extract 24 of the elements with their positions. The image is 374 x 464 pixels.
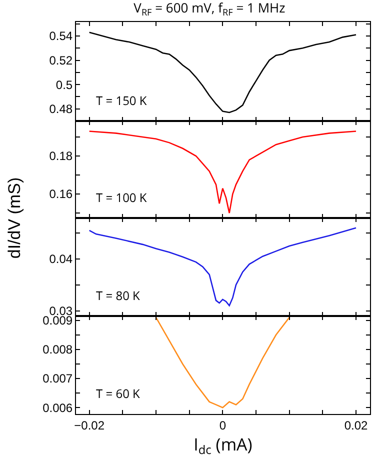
annotation: T = 80 K <box>96 287 141 304</box>
line-series <box>88 130 357 214</box>
y-tick-label: 0.04 <box>49 252 73 266</box>
x-tick-label: 0 <box>219 418 226 432</box>
x-tick-label: −0.02 <box>74 418 105 432</box>
y-tick-label: 0.54 <box>49 29 73 44</box>
line-series <box>155 316 290 408</box>
y-tick-label: 0.006 <box>42 400 73 415</box>
y-axis-title: dI/dV (mS) <box>5 177 25 259</box>
y-tick-label: 0.007 <box>42 372 73 386</box>
annotation: T = 150 K <box>96 92 148 109</box>
x-tick-label: 0.02 <box>344 418 368 432</box>
chart-title: V$_{RF}$ = 600 mV, f$_{RF}$ = 1 MHz <box>134 0 286 18</box>
y-tick-label: 0.16 <box>49 187 73 202</box>
y-tick-label: 0.52 <box>49 53 73 68</box>
y-tick-label: 0.5 <box>56 78 73 92</box>
line-series <box>88 32 357 114</box>
y-tick-label: 0.18 <box>49 149 73 164</box>
annotation: T = 60 K <box>96 385 141 402</box>
annotation: T = 100 K <box>96 189 148 206</box>
y-tick-label: 0.008 <box>42 342 73 357</box>
x-axis-title: I$_{dc}$ (mA) <box>194 432 252 458</box>
line-series <box>88 227 357 306</box>
y-tick-label: 0.48 <box>49 102 73 116</box>
